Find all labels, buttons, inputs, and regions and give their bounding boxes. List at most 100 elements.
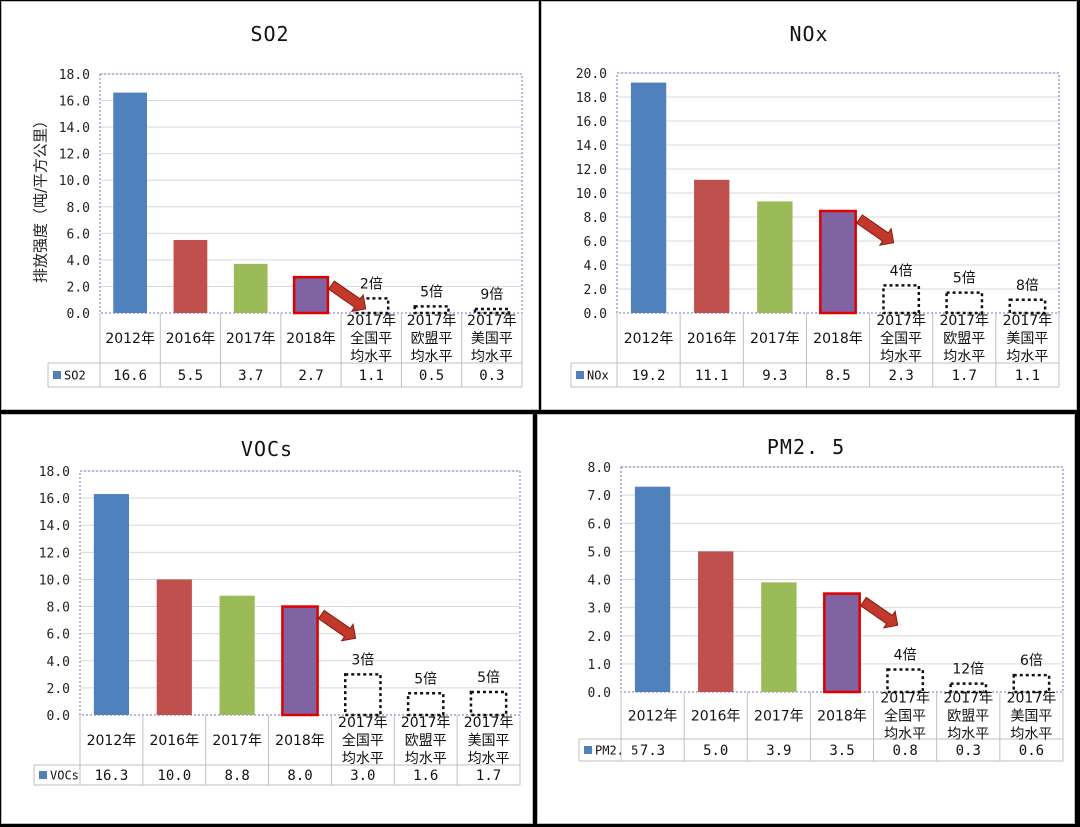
multiplier-label: 8倍: [1016, 278, 1039, 294]
chart-panel-so2: SO2 排放强度（吨/平方公里） 0.0 2.0 4.0 6.0 8.0 10.0 12.0…: [1, 1, 539, 410]
table-value: 2.7: [298, 368, 323, 384]
table-value: 0.3: [956, 743, 981, 759]
category-label: 2016年: [149, 733, 199, 749]
y-tick-label: 0.0: [584, 307, 607, 322]
y-tick-label: 7.0: [588, 489, 611, 504]
chart-title: VOCs: [240, 437, 294, 461]
bar: [819, 209, 857, 315]
table-value: 8.8: [224, 768, 249, 784]
y-tick-label: 6.0: [67, 227, 90, 242]
bar: [219, 595, 255, 715]
y-tick-label: 12.0: [59, 148, 90, 163]
category-label: 2012年: [624, 331, 674, 347]
bar: [823, 592, 861, 694]
category-label: 2017年欧盟平均水平: [939, 313, 989, 365]
y-tick-label: 10.0: [59, 174, 90, 189]
chart-panel-nox: NOx 0.0 2.0 4.0 6.0 8.0 10.0 12.0 14.0 16.0 18.0 2…: [541, 1, 1077, 410]
y-tick-label: 8.0: [588, 461, 611, 476]
category-label: 2012年: [87, 733, 137, 749]
multiplier-label: 5倍: [420, 284, 443, 300]
y-tick-label: 8.0: [584, 211, 607, 226]
table-value: 0.6: [1019, 743, 1044, 759]
plot-area-border: [616, 72, 1060, 314]
y-tick-label: 6.0: [588, 517, 611, 532]
legend-series-name: NOx: [587, 369, 609, 383]
y-tick-label: 6.0: [47, 628, 70, 643]
category-label: 2017年美国平均水平: [467, 313, 517, 365]
table-value: 0.3: [479, 368, 504, 384]
bar: [173, 239, 208, 313]
arrow-shape: [859, 596, 899, 629]
category-label: 2017年欧盟平均水平: [943, 691, 993, 743]
category-label: 2017年全国平均水平: [338, 715, 388, 767]
bar-benchmark: [882, 284, 921, 315]
y-tick-label: 5.0: [588, 545, 611, 560]
bar: [634, 486, 671, 692]
y-tick-label: 8.0: [47, 601, 70, 616]
y-tick-label: 12.0: [39, 546, 70, 561]
y-tick-label: 12.0: [576, 163, 607, 178]
category-label: 2016年: [687, 331, 737, 347]
arrow-shape: [317, 609, 357, 642]
bar: [113, 92, 148, 313]
y-tick-label: 16.0: [39, 492, 70, 507]
table-value: 0.5: [419, 368, 444, 384]
chart-svg: 0.0 1.0 2.0 3.0 4.0 5.0 6.0 7.0 8.0 4倍 12倍 6倍 2012年 2…: [578, 461, 1064, 762]
bar-benchmark: [1012, 673, 1051, 694]
bar-benchmark: [945, 291, 984, 315]
bar-benchmark: [949, 682, 988, 694]
category-label: 2012年: [105, 331, 155, 347]
chart-panel-vocs: VOCs 0.0 2.0 4.0 6.0 8.0 10.0 12.0 14.0 16.0 18.0…: [1, 414, 533, 824]
y-tick-label: 3.0: [588, 602, 611, 617]
bar: [93, 494, 130, 715]
chart-title: SO2: [250, 22, 290, 46]
table-value: 8.0: [287, 768, 312, 784]
chart-svg: 0.0 2.0 4.0 6.0 8.0 10.0 12.0 14.0 16.0 18.0 20.0 4…: [570, 67, 1060, 388]
bar: [156, 579, 192, 715]
legend-series-name: SO2: [64, 369, 86, 383]
bar-benchmark: [406, 692, 445, 717]
category-label: 2017年欧盟平均水平: [401, 715, 451, 767]
multiplier-label: 4倍: [894, 648, 917, 664]
category-label: 2012年: [628, 709, 678, 725]
y-tick-label: 14.0: [576, 139, 607, 154]
bar-benchmark: [413, 305, 450, 315]
table-value: 8.5: [825, 368, 850, 384]
table-value: 5.0: [703, 743, 728, 759]
y-tick-label: 14.0: [59, 121, 90, 136]
table-value: 2.3: [888, 368, 913, 384]
y-tick-label: 8.0: [67, 201, 90, 216]
chart-svg: 0.0 2.0 4.0 6.0 8.0 10.0 12.0 14.0 16.0 18.0 3倍 5倍 5…: [33, 465, 521, 786]
y-tick-label: 2.0: [67, 280, 90, 295]
table-value: 16.3: [95, 768, 129, 784]
bar: [757, 201, 793, 313]
bar-benchmark: [1008, 298, 1047, 315]
table-value: 3.5: [829, 743, 854, 759]
y-tick-label: 18.0: [59, 68, 90, 83]
y-tick-label: 4.0: [67, 254, 90, 269]
category-label: 2017年全国平均水平: [876, 313, 926, 365]
legend-key: [576, 371, 584, 379]
multiplier-label: 6倍: [1020, 653, 1043, 669]
table-value: 11.1: [695, 368, 729, 384]
table-value: 0.8: [892, 743, 917, 759]
table-value: 1.6: [413, 768, 438, 784]
trend-arrow: [859, 596, 899, 629]
bar-benchmark: [886, 668, 925, 694]
trend-arrow: [855, 214, 895, 246]
y-tick-label: 18.0: [39, 465, 70, 480]
category-label: 2017年: [226, 331, 276, 347]
y-tick-label: 4.0: [47, 655, 70, 670]
multiplier-label: 5倍: [477, 670, 500, 686]
multiplier-label: 9倍: [480, 287, 503, 303]
y-tick-label: 1.0: [588, 658, 611, 673]
table-value: 1.7: [952, 368, 977, 384]
y-tick-label: 4.0: [588, 574, 611, 589]
trend-arrow: [317, 609, 357, 642]
legend-series-name: PM2. 5: [595, 744, 638, 758]
table-value: 10.0: [157, 768, 191, 784]
y-tick-label: 0.0: [47, 709, 70, 724]
category-label: 2017年: [754, 709, 804, 725]
table-value: 19.2: [632, 368, 666, 384]
table-value: 3.0: [350, 768, 375, 784]
